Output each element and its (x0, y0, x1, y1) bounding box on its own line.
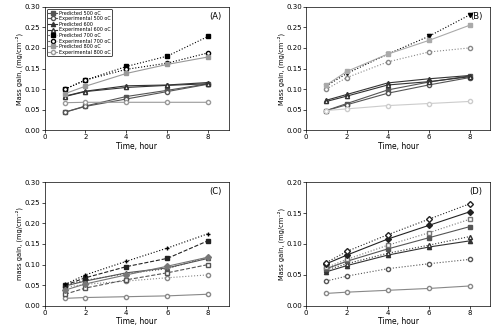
Text: (B): (B) (470, 12, 483, 20)
Text: (C): (C) (209, 187, 221, 196)
Y-axis label: Mass gain, (mg/cm⁻²): Mass gain, (mg/cm⁻²) (277, 33, 285, 104)
Text: (A): (A) (209, 12, 221, 20)
X-axis label: Time, hour: Time, hour (378, 142, 418, 151)
Text: (D): (D) (470, 187, 483, 196)
X-axis label: Time, hour: Time, hour (116, 142, 157, 151)
Y-axis label: Mass gain, (mg/cm⁻²): Mass gain, (mg/cm⁻²) (16, 33, 23, 104)
Y-axis label: Mass gain, (mg/cm⁻²): Mass gain, (mg/cm⁻²) (277, 208, 285, 280)
Legend: Predicted 500 oC, Experimental 500 oC, Predicted 600, Experimental 600 oC, Predi: Predicted 500 oC, Experimental 500 oC, P… (47, 9, 112, 56)
X-axis label: Time, hour: Time, hour (378, 317, 418, 326)
Y-axis label: mass gain, (mg/cm⁻²): mass gain, (mg/cm⁻²) (16, 207, 23, 281)
X-axis label: Time, hour: Time, hour (116, 317, 157, 326)
